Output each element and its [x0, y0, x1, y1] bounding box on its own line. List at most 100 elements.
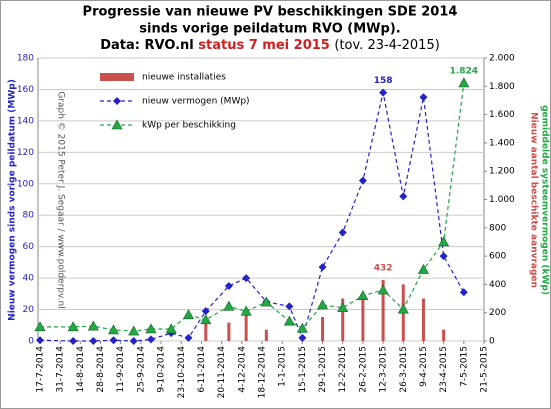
y2-tick-label: 800 [489, 223, 506, 233]
bar [341, 298, 345, 341]
bar [321, 316, 325, 341]
marker [69, 337, 78, 345]
marker [438, 236, 450, 247]
marker [34, 321, 46, 332]
marker [89, 337, 98, 345]
y2-tick-label: 400 [489, 280, 506, 290]
bar [361, 295, 365, 341]
marker [224, 281, 233, 290]
marker [147, 335, 155, 344]
marker [145, 323, 157, 334]
legend-label: nieuwe installaties [142, 73, 226, 83]
y-tick-label: 40 [23, 274, 35, 284]
marker [419, 93, 428, 102]
chart-title: sinds vorige peildatum RVO (MWp). [139, 22, 400, 37]
data-label: 158 [374, 76, 393, 86]
x-tick-label: 20-11-2014 [217, 346, 227, 399]
y2-tick-label: 200 [489, 308, 506, 318]
legend-swatch [100, 73, 134, 81]
x-tick-label: 31-7-2014 [56, 346, 66, 393]
marker [240, 305, 252, 316]
y-tick-label: 160 [17, 85, 34, 95]
marker [36, 336, 44, 345]
x-tick-label: 26-3-2015 [399, 346, 409, 393]
x-tick-label: 1-1-2015 [278, 346, 288, 387]
x-tick-label: 18-12-2014 [258, 346, 268, 399]
x-tick-label: 7-5-2015 [459, 346, 469, 387]
marker [201, 307, 210, 316]
marker [459, 288, 468, 297]
marker [357, 290, 369, 301]
marker [200, 314, 212, 325]
y2-tick-label: 1.000 [489, 195, 515, 205]
x-tick-label: 26-2-2015 [358, 346, 368, 393]
x-tick-label: 11-9-2014 [116, 346, 126, 393]
data-label: 432 [374, 263, 393, 273]
marker [377, 284, 389, 295]
x-tick-label: 25-9-2014 [136, 346, 146, 393]
bar [227, 322, 231, 341]
y2-tick-label: 1.400 [489, 138, 515, 148]
marker [283, 315, 295, 326]
y2-axis-title: gemiddelde systeemvermogen (kWp) [540, 105, 550, 295]
marker [337, 302, 349, 313]
x-tick-label: 23-4-2015 [439, 346, 449, 393]
y2-tick-label: 1.800 [489, 82, 515, 92]
marker [439, 252, 448, 261]
x-tick-label: 9-10-2014 [157, 346, 167, 393]
marker [417, 263, 429, 274]
subtitle-reference: (tov. 23-4-2015) [334, 38, 439, 53]
marker [108, 324, 120, 335]
marker [338, 228, 347, 237]
y-tick-label: 80 [23, 211, 35, 221]
x-tick-label: 21-5-2015 [480, 346, 490, 393]
watermark: Graph © 2015 Peter J. Segaar / www.polde… [56, 91, 66, 308]
marker [165, 323, 177, 334]
bar [244, 312, 248, 341]
series-line [40, 82, 465, 332]
y-tick-label: 0 [28, 337, 34, 347]
chart-title: Progressie van nieuwe PV beschikkingen S… [83, 5, 458, 20]
marker [223, 300, 235, 311]
subtitle: Data: RVO.nl status 7 mei 2015 (tov. 23-… [100, 38, 440, 53]
marker [358, 176, 367, 185]
y2-tick-label: 1.200 [489, 167, 515, 177]
subtitle-status: status 7 mei 2015 [198, 38, 330, 53]
marker [109, 336, 118, 345]
x-tick-label: 17-7-2014 [36, 346, 46, 393]
data-label: 1.824 [450, 66, 478, 76]
y-axis-title: Nieuw vermogen sinds vorige peildatum (M… [8, 79, 18, 321]
marker [458, 77, 470, 88]
subtitle-source: Data: RVO.nl [100, 38, 194, 53]
y-tick-label: 20 [23, 305, 35, 315]
marker [129, 337, 138, 345]
x-tick-label: 15-1-2015 [298, 346, 308, 393]
marker [318, 263, 327, 272]
bar [421, 298, 425, 341]
y-tick-label: 140 [17, 116, 34, 126]
bar [264, 329, 268, 341]
plot-area [37, 57, 485, 342]
marker [128, 325, 140, 336]
y2-tick-label: 1.600 [489, 110, 515, 120]
y2-axis-title: Nieuw aantal beschikte aanvragen [529, 112, 539, 288]
x-tick-label: 14-8-2014 [76, 346, 86, 393]
x-tick-label: 12-3-2015 [379, 346, 389, 393]
x-tick-label: 6-11-2014 [197, 346, 207, 393]
y-tick-label: 100 [17, 179, 34, 189]
bar [381, 279, 385, 341]
marker [397, 303, 409, 314]
marker [242, 274, 251, 283]
bar [204, 319, 208, 341]
legend-label: kWp per beschikking [142, 121, 236, 131]
x-tick-label: 28-8-2014 [96, 346, 106, 393]
y-tick-label: 60 [23, 242, 35, 252]
marker [67, 321, 79, 332]
marker [87, 320, 99, 331]
legend-marker [111, 119, 123, 130]
x-tick-label: 4-12-2014 [237, 346, 247, 393]
x-tick-label: 29-1-2015 [318, 346, 328, 393]
marker [184, 333, 193, 342]
marker [399, 192, 408, 201]
x-tick-label: 9-4-2015 [419, 346, 429, 387]
